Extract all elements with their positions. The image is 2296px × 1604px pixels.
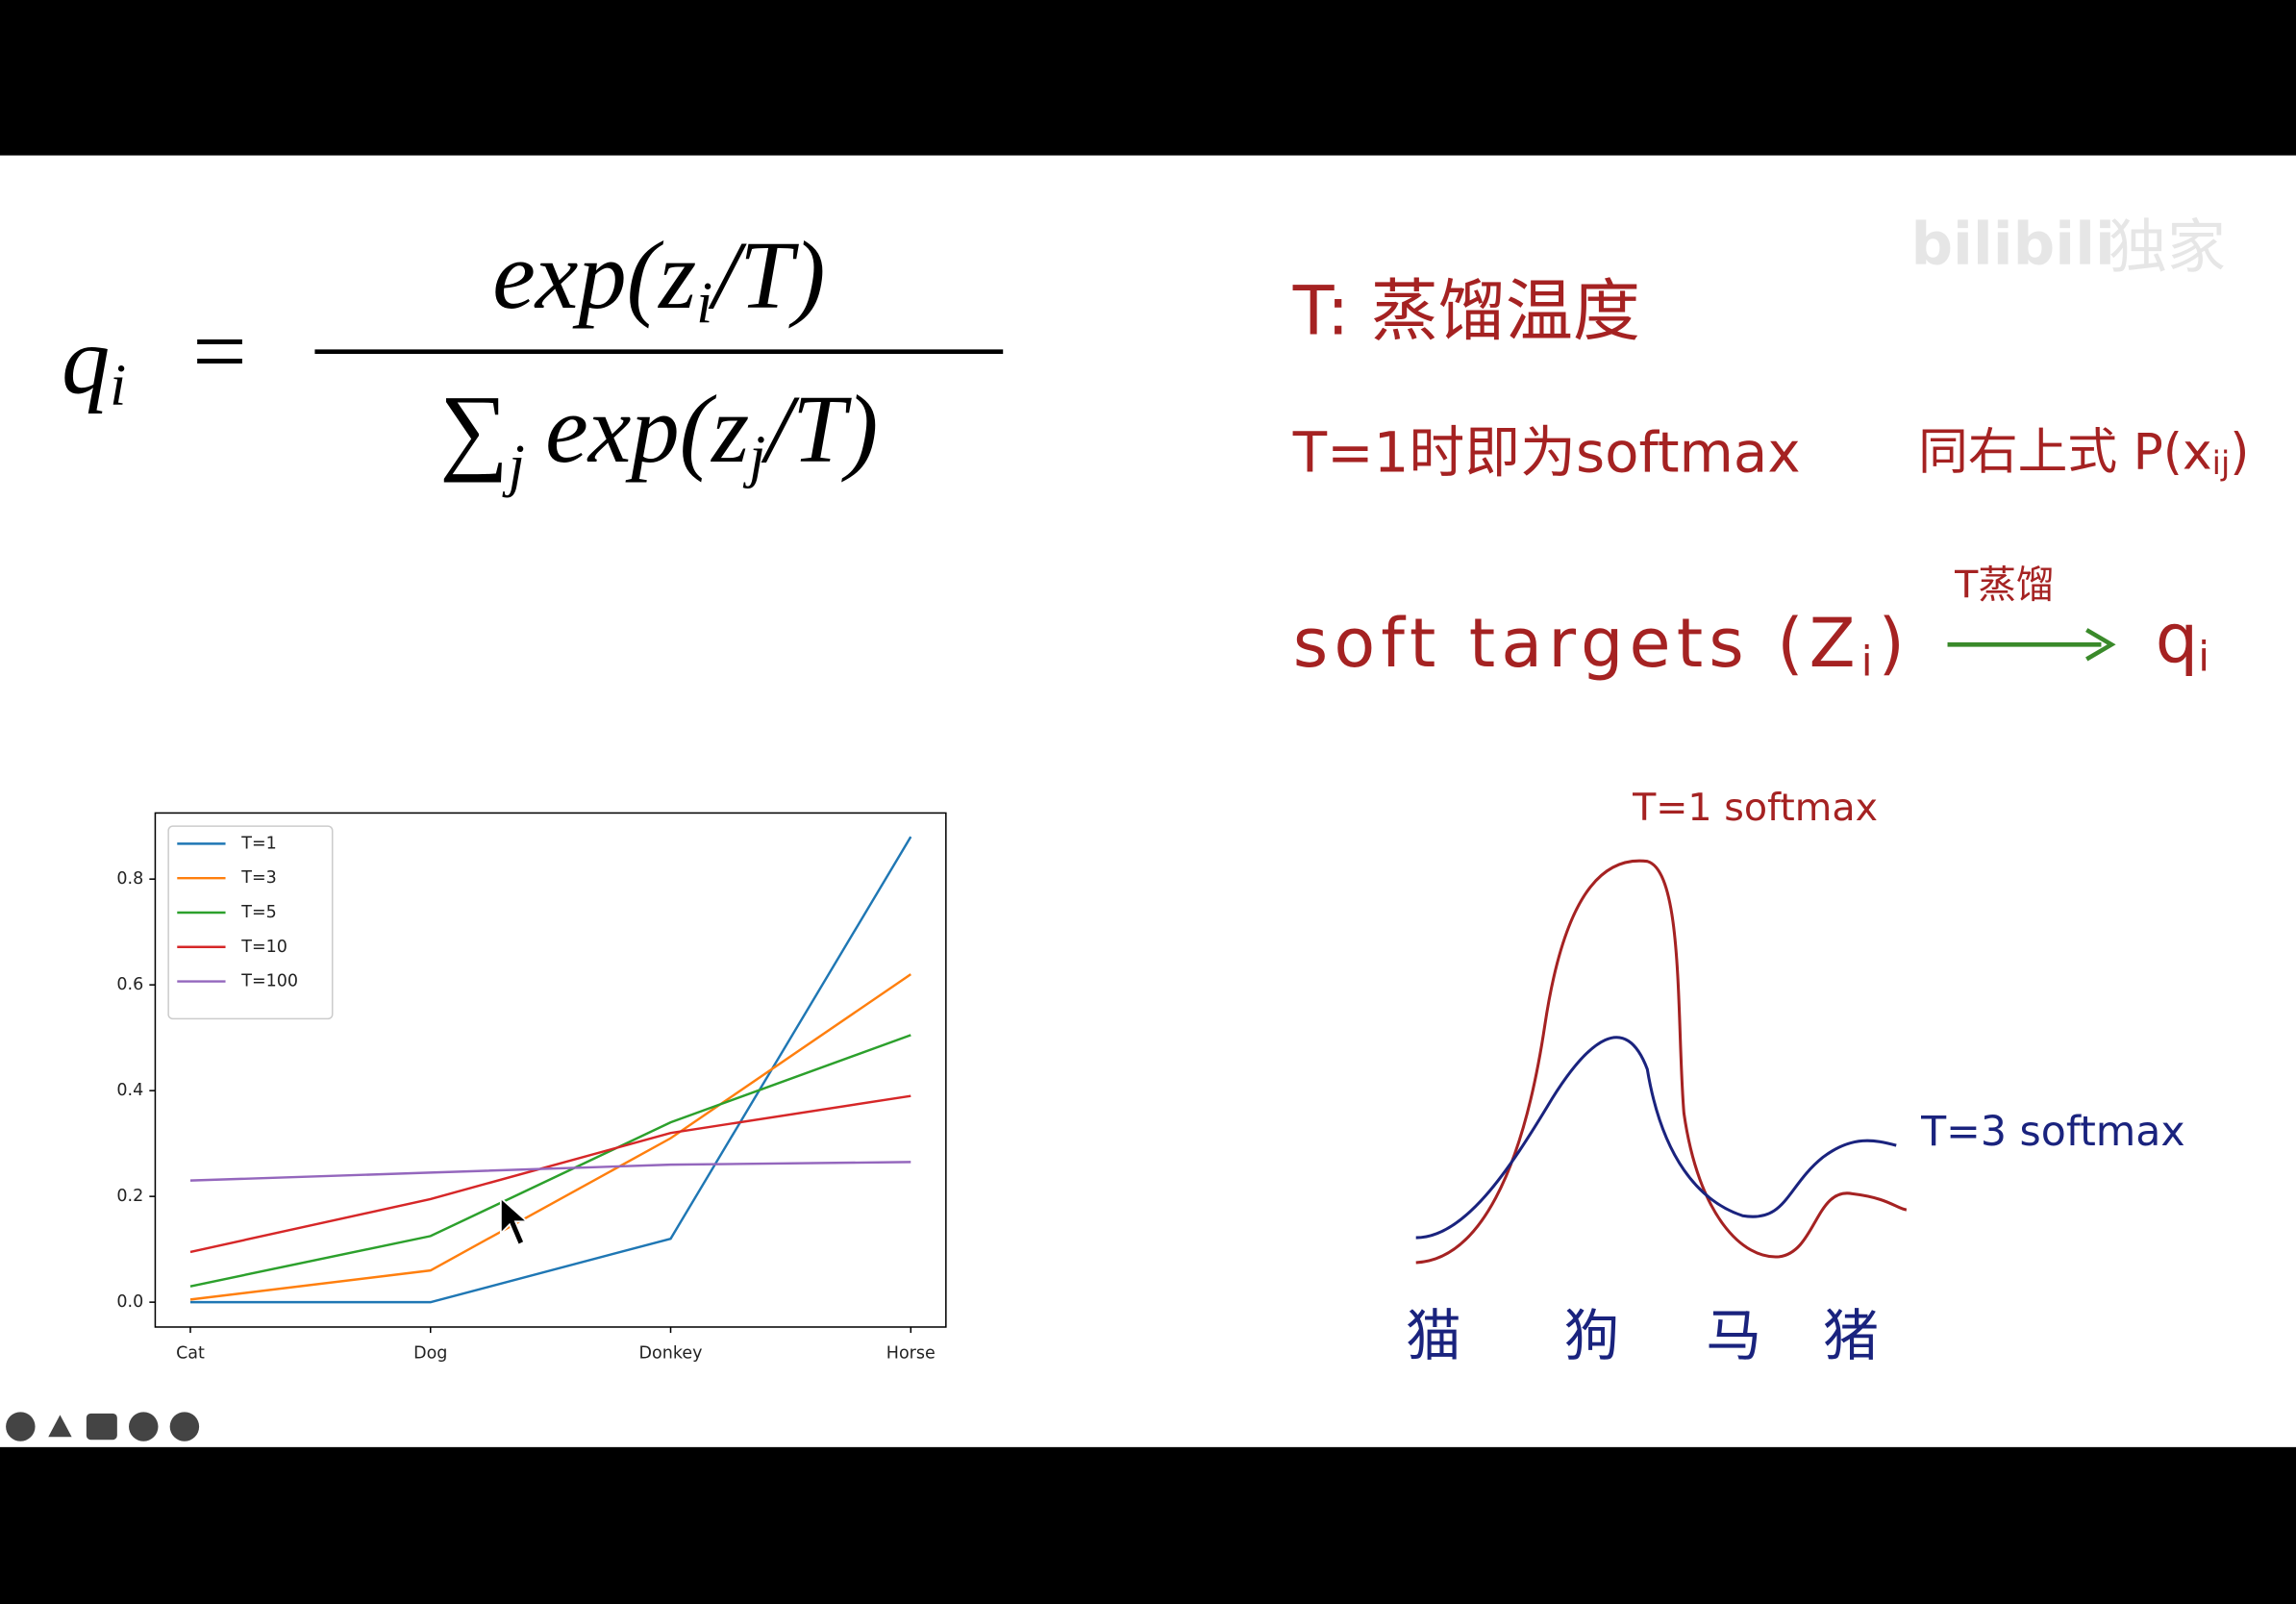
slide [0, 155, 2296, 1447]
legend-label: T=100 [240, 972, 298, 991]
formula-part: /T) [708, 221, 825, 329]
formula-part: /T) [761, 375, 878, 483]
sketch-axis-label: 狗 [1564, 1303, 1620, 1368]
series-line [189, 1161, 911, 1182]
y-tick-label: 0.8 [116, 869, 143, 889]
legend-label: T=1 [240, 834, 277, 853]
sketch-axis-label: 马 [1706, 1303, 1761, 1368]
note-part: ) [2230, 424, 2249, 482]
note-part: ) [1879, 604, 1910, 683]
sketch-label: T=1 softmax [1632, 786, 1878, 830]
note-part: ij [2212, 445, 2231, 483]
x-tick-label: Horse [886, 1343, 936, 1363]
legend-label: T=10 [240, 938, 287, 957]
note-line2: T=1时即为softmax [1292, 420, 1801, 486]
legend-label: T=3 [240, 868, 277, 888]
legend-box [167, 825, 334, 1020]
y-tick-label: 0.6 [116, 975, 143, 994]
note-result: qi [2156, 600, 2209, 682]
note-line1: T: 蒸馏温度 [1292, 271, 1640, 350]
formula-lhs-index: i [110, 354, 126, 418]
formula-lhs-q: q [62, 306, 110, 414]
x-tick-label: Cat [176, 1343, 205, 1363]
arrow-head [2085, 628, 2116, 662]
more-button[interactable] [129, 1412, 159, 1441]
line-chart: 0.0 0.2 0.4 0.6 0.8 Cat Dog Donkey Horse T=1 T=3 T=… [116, 812, 947, 1363]
watermark-brand: bilibili [1910, 210, 2114, 278]
next-button[interactable] [169, 1412, 200, 1441]
formula-part: exp(z [545, 375, 749, 483]
sketch-axis-label: 猫 [1406, 1303, 1461, 1368]
formula-lhs: qi [62, 306, 126, 417]
arrow-label: T蒸馏 [1954, 564, 2054, 608]
sketch-curve-t1 [1415, 859, 1908, 1265]
prev-button[interactable] [6, 1412, 36, 1441]
note-line3: soft targets (Zi) [1293, 604, 1910, 686]
note-part: i [1861, 638, 1879, 686]
note-part: 同右上式 P(x [1918, 424, 2212, 482]
legend-label: T=5 [240, 903, 277, 922]
player-controls [6, 1412, 200, 1441]
formula-part: ∑ [439, 375, 509, 483]
plot-frame [154, 812, 947, 1328]
formula-denominator: ∑j exp(zj/T) [439, 375, 878, 498]
formula-equals: = [192, 297, 247, 405]
x-tick-label: Donkey [639, 1343, 703, 1363]
formula-numerator: exp(zi/T) [492, 221, 825, 336]
pointer-button[interactable] [48, 1415, 72, 1438]
note-part: q [2156, 600, 2198, 679]
x-tick-label: Dog [413, 1343, 447, 1363]
series-line [189, 1094, 911, 1254]
y-tick-label: 0.0 [116, 1292, 143, 1312]
formula-part: exp(z [492, 221, 696, 329]
series-line [189, 1034, 911, 1288]
note-part: soft targets (Z [1293, 604, 1861, 683]
series-line [189, 973, 911, 1301]
y-tick-label: 0.4 [116, 1081, 143, 1100]
sketch-axis-label: 猪 [1823, 1303, 1879, 1368]
y-tick-label: 0.2 [116, 1187, 143, 1206]
note-part: i [2198, 634, 2209, 682]
series-line [189, 836, 912, 1304]
sketch-curve-t3 [1415, 1036, 1897, 1240]
mouse-cursor [499, 1195, 530, 1246]
watermark-tag: 独家 [2109, 213, 2226, 281]
sketch-label: T=3 softmax [1920, 1108, 2185, 1156]
formula-part: i [696, 271, 712, 336]
captions-button[interactable] [86, 1413, 117, 1441]
note-line2-ref: 同右上式 P(xij) [1918, 424, 2249, 483]
